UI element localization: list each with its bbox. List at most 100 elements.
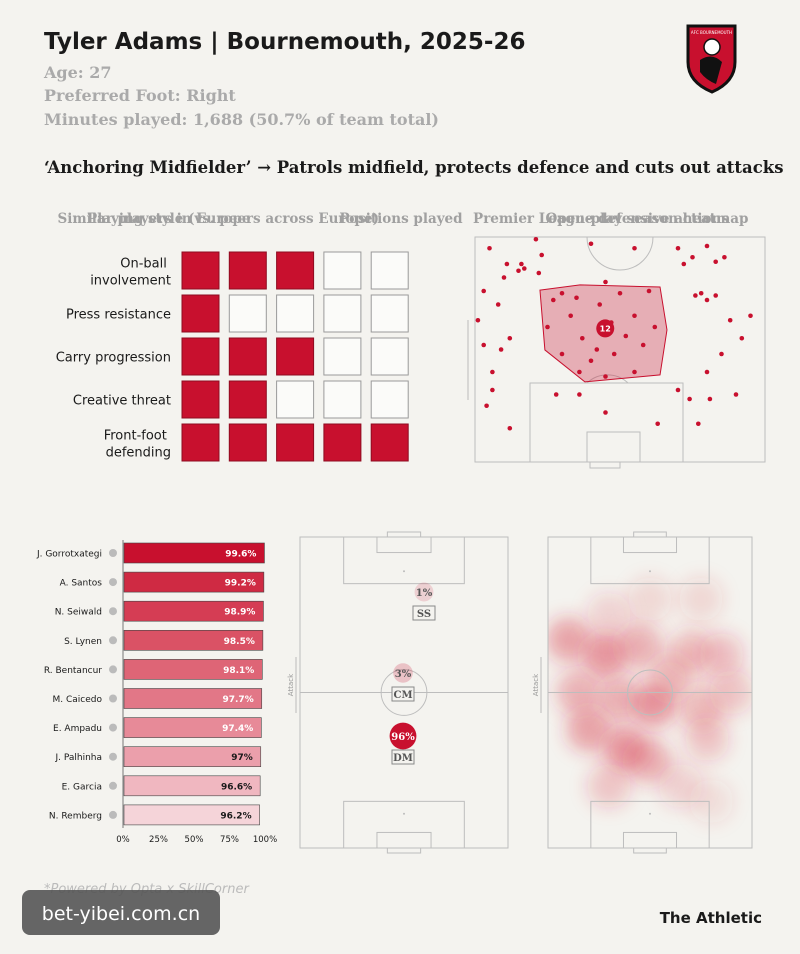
action-point: [519, 261, 524, 267]
penalty-spot: [649, 812, 651, 815]
filled-cell: [276, 251, 315, 290]
empty-cell: [323, 380, 362, 419]
action-point: [675, 387, 681, 393]
penalty-spot: [403, 570, 405, 573]
goal: [633, 847, 667, 854]
action-point: [545, 324, 550, 330]
action-point: [495, 302, 501, 307]
action-point: [580, 335, 585, 341]
bar: [123, 804, 260, 826]
action-point: [646, 288, 652, 294]
action-point: [588, 358, 594, 364]
page-title: Tyler Adams | Bournemouth, 2025-26: [44, 29, 525, 55]
action-point: [504, 261, 510, 267]
club-icon: [109, 665, 117, 674]
filled-cell: [323, 423, 362, 462]
row-label: Creative threat: [73, 394, 171, 409]
value-label: 99.6%: [225, 550, 256, 560]
age: Age: 27: [43, 63, 112, 82]
player-name: J. Palhinha: [54, 753, 102, 763]
action-point: [536, 270, 542, 276]
action-point: [655, 421, 660, 427]
heat-blob: [628, 577, 672, 622]
action-point: [597, 302, 602, 307]
filled-cell: [228, 251, 267, 290]
action-point: [574, 295, 579, 301]
heat-blob: [583, 633, 628, 678]
action-point: [698, 290, 704, 296]
brand: The Athletic: [660, 909, 762, 927]
action-point: [690, 254, 695, 260]
row-label: Front-foot defending: [104, 429, 171, 461]
filled-cell: [276, 423, 315, 462]
goal: [386, 531, 422, 538]
filled-cell: [228, 380, 267, 419]
value-label: 98.1%: [223, 666, 254, 676]
action-point: [681, 261, 687, 267]
heat-blob: [679, 577, 723, 622]
club-icon: [109, 810, 117, 819]
value-label: 99.2%: [225, 579, 256, 589]
action-point: [507, 335, 513, 341]
goal: [589, 461, 621, 469]
club-icon: [109, 723, 117, 732]
player-name: M. Caicedo: [53, 695, 103, 705]
player-marker: [596, 319, 615, 338]
heat-layer: [548, 577, 752, 824]
position-box: [391, 686, 415, 702]
action-point: [539, 252, 544, 258]
position-marker: [414, 582, 434, 602]
filled-cell: [181, 337, 220, 376]
penalty-arc: [586, 374, 629, 384]
value-label: 96.6%: [221, 782, 252, 792]
bar: [123, 600, 264, 622]
centre-circle: [627, 669, 673, 716]
position-share: 96%: [391, 732, 415, 743]
value-label: 97.7%: [222, 695, 253, 705]
position-box: [391, 749, 415, 765]
value-label: 97.4%: [222, 724, 253, 734]
player-name: E. Ampadu: [53, 724, 102, 734]
action-point: [475, 317, 481, 323]
empty-cell: [323, 251, 362, 290]
player-name: N. Remberg: [49, 811, 102, 821]
empty-cell: [370, 337, 409, 376]
chart-title: Premier League defensive actions: [473, 211, 729, 227]
position-share: 3%: [395, 669, 412, 680]
heat-blob: [548, 617, 591, 662]
action-point: [516, 268, 521, 274]
bar: [123, 571, 265, 593]
role: ‘Anchoring Midfielder’ → Patrols midfiel…: [44, 158, 784, 177]
action-point: [722, 254, 727, 260]
x-tick-label: 75%: [220, 835, 239, 845]
heat-blob: [597, 676, 642, 721]
filled-cell: [181, 380, 220, 419]
position-name: DM: [393, 753, 413, 764]
heat-blob: [617, 623, 662, 668]
centre-circle: [380, 669, 428, 716]
x-tick-label: 0%: [116, 835, 130, 845]
action-point: [652, 324, 658, 330]
player-name: S. Lynen: [64, 637, 102, 647]
action-point: [501, 275, 507, 280]
minutes: Minutes played: 1,688 (50.7% of team tot…: [44, 110, 439, 129]
club-icon: [109, 636, 117, 645]
heat-blob: [587, 763, 632, 808]
empty-cell: [370, 294, 409, 333]
row-label: Carry progression: [56, 351, 171, 366]
bar: [123, 659, 263, 680]
empty-cell: [276, 294, 315, 333]
action-point: [733, 392, 739, 397]
heat-blob: [689, 779, 734, 824]
value-label: 98.9%: [224, 608, 255, 618]
position-name: SS: [417, 609, 431, 620]
action-point: [487, 245, 492, 251]
attack-label: Attack: [532, 673, 540, 696]
row-label: On-ball involvement: [90, 257, 171, 289]
penalty-spot: [649, 570, 651, 573]
action-point: [507, 425, 513, 431]
bar: [123, 542, 265, 564]
bar: [123, 746, 262, 768]
action-point: [498, 347, 504, 352]
